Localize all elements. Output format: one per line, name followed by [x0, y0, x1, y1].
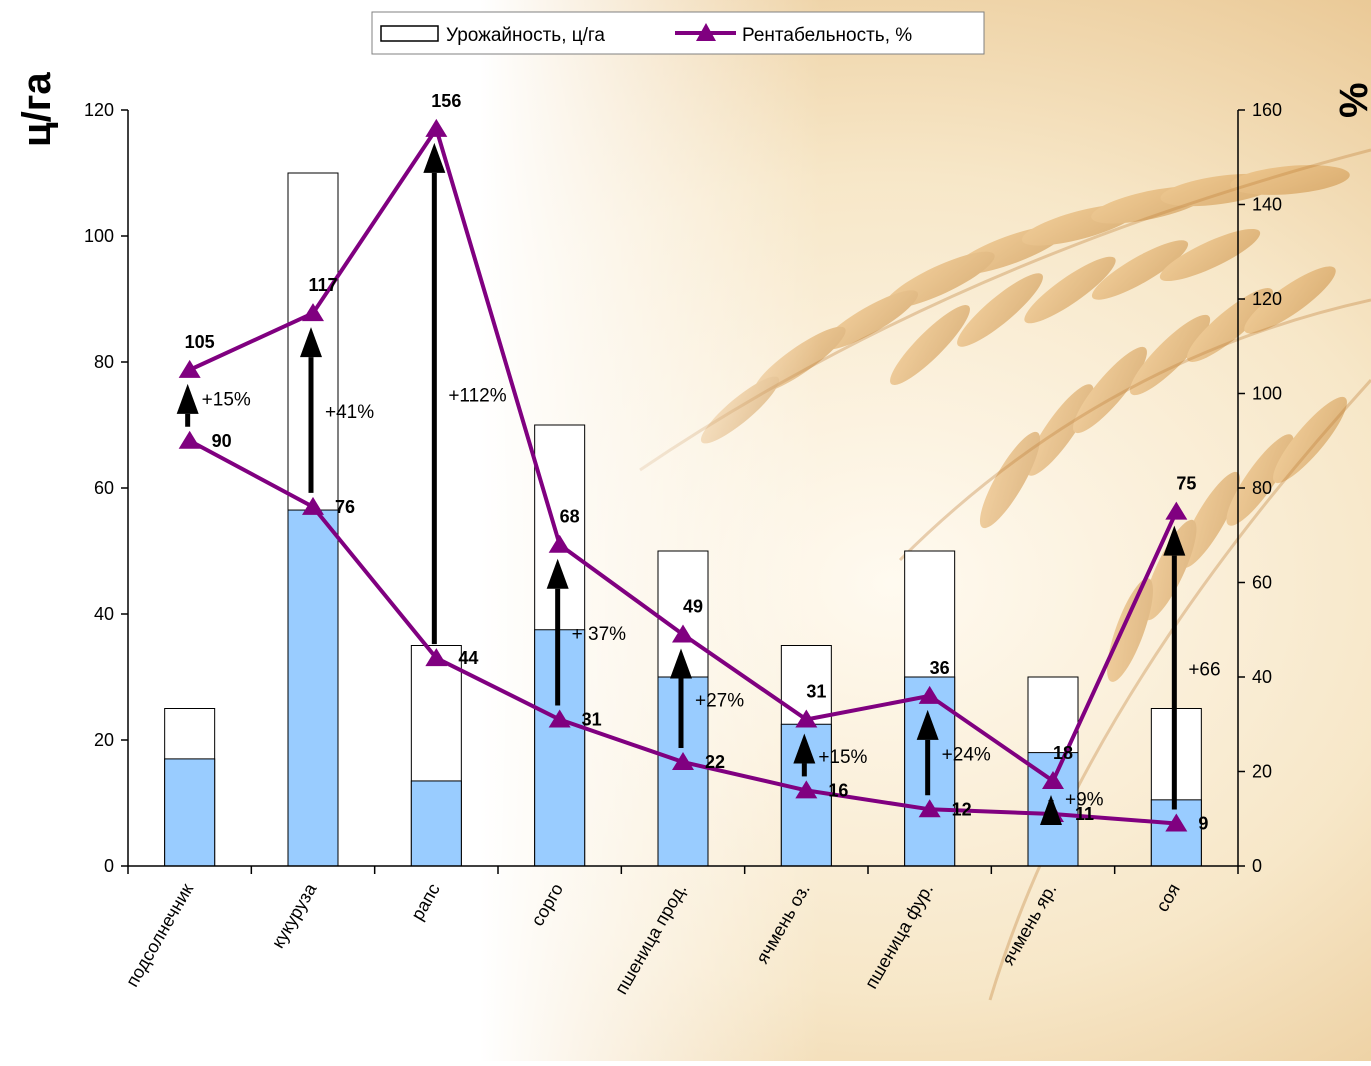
bar-actual-yield: [287, 509, 339, 867]
potential-profit-label: 105: [185, 332, 215, 352]
potential-profit-label: 49: [683, 596, 703, 616]
actual-profit-label: 11: [1075, 804, 1094, 824]
line-marker-point: [918, 685, 941, 704]
y-right-tick-label: 80: [1252, 478, 1272, 498]
increment-arrow-head: [1040, 794, 1062, 825]
y-right-tick-label: 160: [1252, 100, 1282, 120]
actual-profit-label: 44: [458, 648, 478, 668]
y-right-tick-label: 40: [1252, 667, 1272, 687]
actual-profit-label: 90: [212, 431, 232, 451]
line-marker-point: [795, 709, 818, 728]
bars-layer: [164, 172, 1202, 867]
actual-profit-label: 9: [1198, 813, 1208, 833]
y-right-tick-label: 120: [1252, 289, 1282, 309]
line-marker-point: [672, 624, 694, 643]
line-marker-point: [548, 534, 571, 553]
y-left-tick-label: 120: [84, 100, 114, 120]
legend-swatch-bar: [380, 25, 439, 42]
line-marker-point: [425, 118, 448, 137]
arrows-layer: [176, 142, 1186, 825]
y-left-tick-label: 80: [94, 352, 114, 372]
increment-arrow-head: [670, 648, 692, 679]
lines-layer: [178, 118, 1188, 832]
potential-profit-label: 18: [1053, 743, 1073, 763]
potential-profit-label: 31: [806, 682, 826, 702]
actual-profit-label: 31: [582, 710, 602, 730]
actual-profit-label: 16: [828, 780, 848, 800]
y-right-tick-label: 0: [1252, 856, 1262, 876]
increment-label: +41%: [325, 402, 374, 423]
bar-actual-yield: [410, 780, 462, 867]
y-left-tick-label: 20: [94, 730, 114, 750]
line-marker-point: [178, 359, 201, 378]
legend-item-yield: Урожайность, ц/га: [446, 25, 605, 46]
y-right-tick-label: 100: [1252, 384, 1282, 404]
line-marker-point: [1042, 770, 1064, 789]
actual-profit-label: 76: [335, 497, 355, 517]
y-right-tick-label: 140: [1252, 195, 1282, 215]
line-marker-point: [795, 780, 818, 799]
y-left-tick-label: 100: [84, 226, 114, 246]
increment-label: +9%: [1065, 789, 1104, 810]
y-right-tick-label: 60: [1252, 573, 1272, 593]
bar-actual-yield: [1150, 799, 1202, 867]
legend-marker-icon: [696, 23, 716, 41]
increment-arrow-head: [916, 709, 939, 740]
y-left-tick-label: 0: [104, 856, 114, 876]
legend: Урожайность, ц/га Рентабельность, %: [371, 11, 985, 55]
increment-label: +24%: [942, 745, 991, 766]
increment-label: +27%: [695, 690, 744, 711]
line-marker-point: [425, 648, 448, 667]
increment-label: +112%: [448, 386, 506, 407]
y-left-title: ц/га: [15, 72, 59, 147]
increment-label: +66: [1188, 660, 1220, 681]
y-right-title: %: [1332, 82, 1371, 118]
y-left-tick-label: 40: [94, 604, 114, 624]
increment-label: +15%: [202, 389, 251, 410]
increment-arrow-head: [1163, 525, 1186, 556]
labels-layer: 105 117 156 68 49 31 36 18 75 90 76 44 31 22 16 12 11 9 +1…: [185, 91, 1221, 834]
potential-profit-label: 68: [560, 507, 580, 527]
potential-profit-label: 156: [431, 91, 461, 111]
line-marker-point: [178, 430, 201, 449]
increment-arrow-head: [793, 733, 816, 764]
legend-item-profit: Рентабельность, %: [742, 25, 912, 46]
y-left-tick-label: 60: [94, 478, 114, 498]
bar-actual-yield: [164, 758, 216, 867]
line-marker-point: [918, 799, 941, 818]
line-marker-point: [302, 303, 324, 322]
actual-profit-label: 22: [705, 752, 725, 772]
increment-arrow-head: [546, 558, 569, 589]
potential-profit-label: 117: [308, 275, 337, 295]
increment-label: + 37%: [572, 624, 627, 645]
increment-arrow-head: [300, 327, 322, 358]
increment-arrow-head: [176, 383, 199, 414]
increment-arrow-head: [423, 142, 446, 173]
line-marker-point: [302, 496, 324, 515]
line-marker-point: [548, 709, 571, 728]
potential-profit-label: 75: [1176, 474, 1196, 494]
actual-profit-label: 12: [952, 799, 972, 819]
potential-profit-label: 36: [930, 658, 950, 678]
line-marker-point: [1165, 813, 1188, 832]
line-marker-point: [672, 752, 694, 771]
increment-label: +15%: [818, 747, 867, 768]
y-right-tick-label: 20: [1252, 762, 1272, 782]
line-marker-point: [1165, 501, 1188, 520]
